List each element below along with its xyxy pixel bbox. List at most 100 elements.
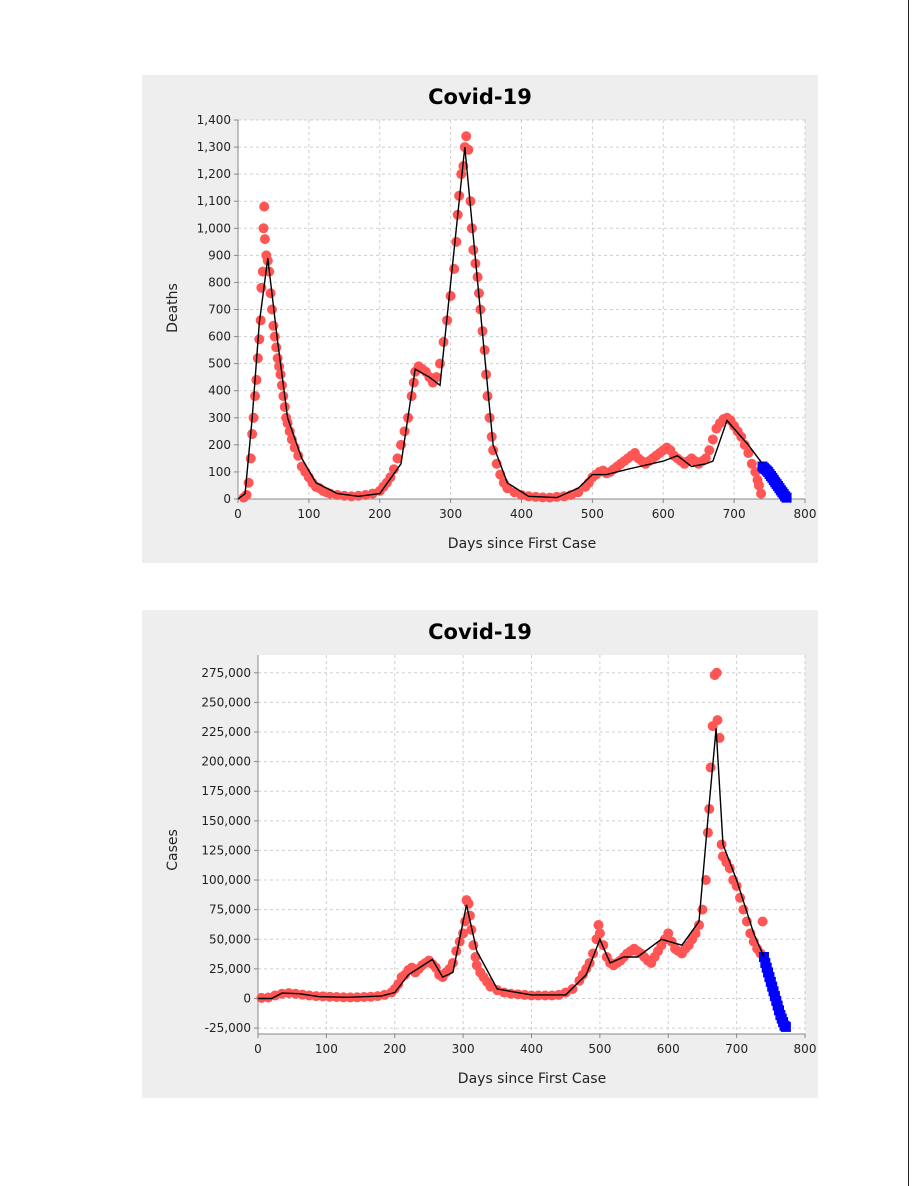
deaths-data-point [388,464,399,475]
deaths-chart-svg: Covid-19 0 100 200 300 400 500 600 700 800 0 100 20… [165,85,816,552]
deaths-data-point [284,426,295,437]
deaths-x-axis-label: Days since First Case [448,536,596,552]
deaths-data-point [484,412,495,423]
cases-x-axis-label: Days since First Case [458,1071,606,1087]
deaths-y-tick-label-10: 1,000 [197,221,231,235]
cases-data-point [663,928,674,939]
deaths-data-point [268,320,279,331]
deaths-data-point [399,426,410,437]
deaths-data-point [276,380,287,391]
deaths-data-point [265,288,276,299]
deaths-data-point [267,304,278,315]
cases-x-tick-label-5: 500 [588,1042,611,1056]
deaths-y-tick-label-9: 900 [208,248,231,262]
cases-y-tick-label-8: 175,000 [201,784,251,798]
cases-x-tick-label-1: 100 [315,1042,338,1056]
deaths-data-point [468,244,479,255]
deaths-data-point [259,234,270,245]
deaths-y-tick-label-5: 500 [208,357,231,371]
cases-y-axis-label: Cases [165,829,181,871]
deaths-data-point [259,201,270,212]
page-edge-line [908,0,909,1186]
cases-forecast-point [780,1021,791,1032]
deaths-x-tick-label-4: 400 [510,507,533,521]
deaths-data-point [434,358,445,369]
deaths-x-tick-label-7: 700 [723,507,746,521]
deaths-x-tick-label-6: 600 [652,507,675,521]
cases-y-tick-label-2: 25,000 [209,962,251,976]
cases-chart-panel: Covid-19 0 100 200 300 400 500 600 700 800 -25,00… [142,610,818,1098]
cases-chart-svg: Covid-19 0 100 200 300 400 500 600 700 800 -25,00… [165,620,816,1087]
cases-data-point [464,910,475,921]
cases-data-point [712,715,723,726]
cases-data-point [593,920,604,931]
deaths-data-point [461,131,472,142]
deaths-y-tick-label-7: 700 [208,303,231,317]
deaths-data-point [252,353,263,364]
cases-data-point [711,667,722,678]
cases-trend-line [258,728,765,1000]
deaths-chart-panel: Covid-19 0 100 200 300 400 500 600 700 800 0 100 20… [142,75,818,563]
deaths-y-tick-label-8: 800 [208,275,231,289]
cases-x-tick-label-7: 700 [725,1042,748,1056]
deaths-chart-title: Covid-19 [428,85,532,109]
deaths-data-point [293,450,304,461]
cases-y-tick-label-0: -25,000 [205,1021,251,1035]
deaths-data-point [700,453,711,464]
deaths-data-point [245,453,256,464]
deaths-data-point [438,336,449,347]
deaths-data-point [392,453,403,464]
deaths-x-tick-label-3: 300 [439,507,462,521]
deaths-data-point [278,391,289,402]
deaths-y-tick-label-4: 400 [208,384,231,398]
deaths-data-point [753,480,764,491]
deaths-forecast-point [781,492,792,503]
cases-data-point [451,946,462,957]
cases-y-tick-label-1: 0 [243,991,251,1005]
deaths-data-point [279,401,290,412]
cases-y-tick-label-7: 150,000 [201,814,251,828]
cases-data-point [705,762,716,773]
cases-x-tick-label-2: 200 [383,1042,406,1056]
deaths-y-tick-label-13: 1,300 [197,140,231,154]
cases-data-point [757,916,768,927]
deaths-y-tick-label-6: 600 [208,330,231,344]
deaths-data-point [275,369,286,380]
deaths-data-point [707,434,718,445]
deaths-x-tick-label-1: 100 [297,507,320,521]
cases-y-tick-label-5: 100,000 [201,873,251,887]
cases-forecast-point [758,952,769,963]
deaths-data-point [269,331,280,342]
deaths-y-tick-label-14: 1,400 [197,113,231,127]
deaths-data-point [250,391,261,402]
cases-data-point [694,920,705,931]
deaths-data-point [451,236,462,247]
deaths-data-point [258,223,269,234]
deaths-data-point [482,391,493,402]
cases-y-tick-label-4: 75,000 [209,903,251,917]
deaths-y-tick-label-0: 0 [223,492,231,506]
cases-y-tick-label-12: 275,000 [201,666,251,680]
deaths-y-tick-label-2: 200 [208,438,231,452]
deaths-data-point [449,263,460,274]
deaths-data-point [431,372,442,383]
cases-x-tick-label-6: 600 [657,1042,680,1056]
cases-y-tick-label-10: 225,000 [201,725,251,739]
deaths-data-point [743,447,754,458]
deaths-y-tick-label-3: 300 [208,411,231,425]
deaths-data-point [254,334,265,345]
cases-data-point [447,957,458,968]
cases-x-tick-label-4: 400 [520,1042,543,1056]
cases-x-tick-label-0: 0 [254,1042,262,1056]
deaths-data-point [445,290,456,301]
deaths-y-axis-label: Deaths [165,283,181,333]
deaths-y-tick-label-1: 100 [208,465,231,479]
deaths-x-tick-label-2: 200 [368,507,391,521]
cases-data-point [594,928,605,939]
deaths-data-point [255,315,266,326]
cases-y-tick-label-9: 200,000 [201,755,251,769]
deaths-data-point [247,429,258,440]
deaths-data-point [704,445,715,456]
deaths-data-point [739,439,750,450]
deaths-data-point [248,412,259,423]
